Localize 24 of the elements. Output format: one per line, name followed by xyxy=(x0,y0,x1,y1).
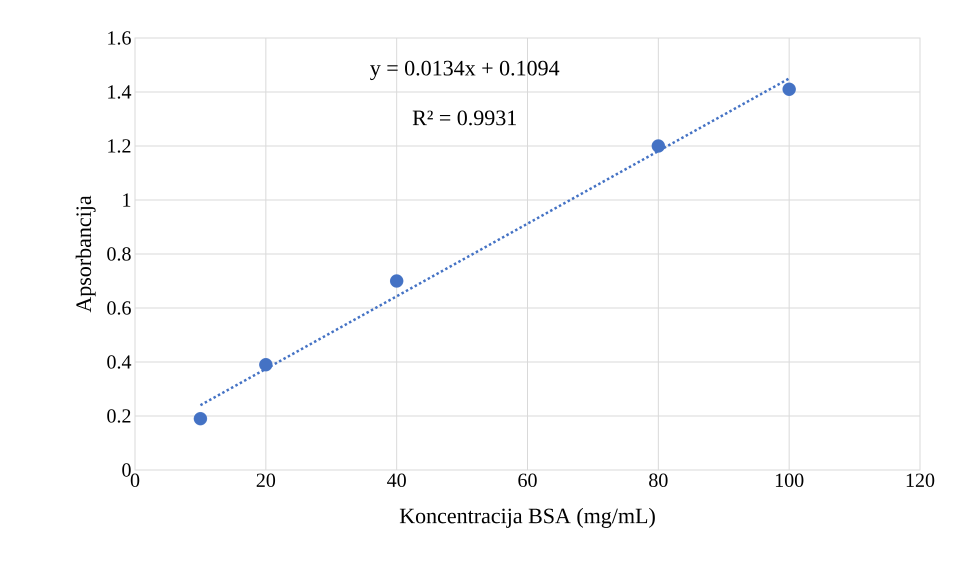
x-tick-label: 40 xyxy=(387,474,406,488)
y-axis-title: Apsorbancija xyxy=(76,196,96,312)
y-tick-label: 0 xyxy=(122,463,131,477)
point xyxy=(652,139,666,153)
x-axis-title: Koncentracija BSA (mg/mL) xyxy=(400,508,655,528)
y-tick-label: 0.6 xyxy=(107,301,131,315)
point xyxy=(782,82,796,96)
annotation: y = 0.0134x + 0.1094 xyxy=(370,60,560,80)
point xyxy=(390,274,404,288)
y-tick-label: 1.4 xyxy=(108,85,132,99)
point xyxy=(194,412,208,426)
x-tick-label: 20 xyxy=(256,474,276,488)
point xyxy=(259,358,273,372)
y-tick-label: 0.4 xyxy=(107,355,132,369)
x-tick-label: 100 xyxy=(776,474,804,488)
x-tick-label: 80 xyxy=(649,474,668,488)
x-tick-label: 60 xyxy=(518,474,537,488)
y-tick-label: 0.8 xyxy=(107,247,131,261)
x-tick-label: 120 xyxy=(906,474,934,488)
y-tick-label: 0.2 xyxy=(107,409,130,423)
y-tick-label: 1.6 xyxy=(108,31,131,45)
y-tick-label: 1.2 xyxy=(108,139,130,153)
annotation: R² = 0.9931 xyxy=(412,110,516,126)
y-tick-label: 1 xyxy=(123,193,130,207)
